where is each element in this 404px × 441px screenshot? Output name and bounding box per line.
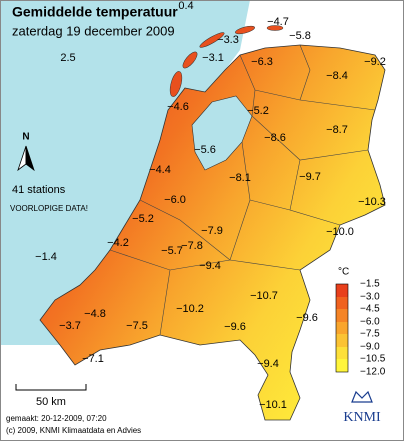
footer-copyright: (c) 2009, KNMI Klimaatdata en Advies [6, 426, 141, 435]
station-value: −8.1 [229, 172, 251, 184]
legend-tick: −3.0 [360, 292, 380, 303]
station-value: −7.9 [201, 225, 223, 237]
color-legend: °C −1.5 −3.0 −4.5 −6.0 −7.5 −9.0 −10.5 −… [335, 267, 386, 378]
station-value: −6.0 [164, 194, 186, 206]
station-value: −7.1 [82, 353, 104, 365]
legend-unit: °C [338, 267, 349, 278]
legend-tick: −7.5 [360, 329, 380, 340]
station-value: −9.7 [299, 171, 321, 183]
footer-made: gemaakt: 20-12-2009, 07:20 [6, 414, 107, 423]
station-value: −4.2 [107, 237, 129, 249]
station-value: −5.8 [289, 30, 311, 42]
scale-bar: 50 km [15, 384, 87, 408]
notice: VOORLOPIGE DATA! [10, 204, 88, 213]
station-value: −5.2 [132, 213, 154, 225]
station-value: −5.7 [161, 245, 183, 257]
subtitle: zaterdag 19 december 2009 [12, 23, 175, 38]
north-label: N [22, 132, 29, 143]
station-value: −4.6 [167, 101, 189, 113]
station-value: −8.7 [326, 124, 348, 136]
title: Gemiddelde temperatuur [12, 4, 178, 20]
knmi-logo: KNMI [343, 390, 381, 425]
station-value: −9.6 [224, 321, 246, 333]
legend-tick: −6.0 [360, 317, 380, 328]
station-value: −10.3 [358, 196, 386, 208]
station-values: 0.4 −4.7 −3.3 −5.8 2.5 −3.1 −6.3 −9.2 −8… [35, 0, 386, 411]
station-value: −10.2 [176, 303, 204, 315]
station-value: −9.4 [257, 358, 279, 370]
station-value: −7.5 [126, 320, 148, 332]
station-value: −4.8 [84, 308, 106, 320]
legend-tick: −1.5 [360, 279, 380, 290]
station-value: −7.8 [181, 240, 203, 252]
station-value: −3.7 [59, 320, 81, 332]
sea [0, 0, 250, 345]
station-value: −5.6 [194, 144, 216, 156]
station-value: −9.4 [199, 260, 221, 272]
station-value: −1.4 [35, 251, 57, 263]
station-value: −9.6 [296, 312, 318, 324]
station-value: −6.3 [251, 56, 273, 68]
station-value: −10.0 [326, 226, 354, 238]
station-value: −3.3 [217, 34, 239, 46]
legend-tick: −9.0 [360, 342, 380, 353]
station-value: −4.4 [149, 164, 171, 176]
legend-tick: −4.5 [360, 304, 380, 315]
north-arrow: N [17, 132, 35, 172]
station-value: 0.4 [178, 0, 193, 12]
wadden-islands [169, 25, 284, 97]
legend-tick: −10.5 [360, 354, 386, 365]
scale-label: 50 km [36, 396, 66, 408]
station-value: −3.1 [202, 52, 224, 64]
province-borders [109, 44, 376, 336]
station-value: −8.4 [326, 70, 348, 82]
station-value: −8.6 [264, 132, 286, 144]
logo-text: KNMI [343, 410, 381, 425]
station-value: 2.5 [60, 52, 75, 64]
station-value: −10.1 [259, 399, 287, 411]
legend-tick: −12.0 [360, 367, 386, 378]
netherlands [39, 44, 386, 421]
station-count: 41 stations [12, 184, 66, 196]
station-value: −5.2 [247, 105, 269, 117]
station-value: −9.2 [364, 56, 386, 68]
station-value: −10.7 [250, 290, 278, 302]
station-value: −4.7 [267, 16, 289, 28]
